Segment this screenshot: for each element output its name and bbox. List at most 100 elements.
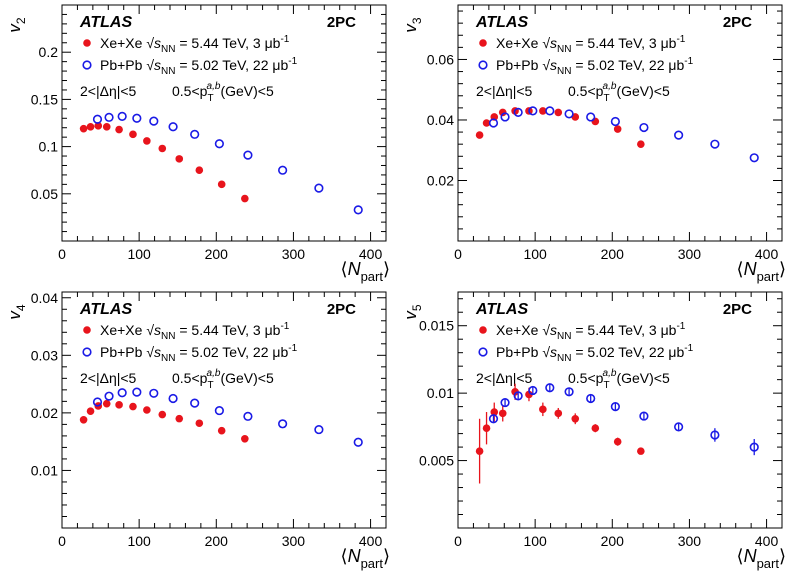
- x-tick-label: 400: [755, 533, 779, 549]
- cut-pt-prefix: 0.5<p: [568, 83, 604, 99]
- legend-energy-value: = 5.44 TeV, 3 μb: [175, 35, 280, 51]
- cut-pt-suffix: (GeV)<5: [220, 83, 274, 99]
- x-axis-label-close: ⟩: [383, 546, 390, 566]
- data-point-xexe: [79, 415, 88, 424]
- data-point-pbpb: [214, 139, 224, 149]
- data-point-xexe: [637, 447, 645, 455]
- cut-pt: 0.5<pTa,b(GeV)<5: [568, 368, 670, 391]
- legend-energy-value: = 5.02 TeV, 22 μb: [571, 344, 684, 360]
- y-axis-label-sub: 5: [410, 304, 424, 311]
- data-point-pbpb: [488, 118, 499, 128]
- legend-marker-pbpb: [82, 60, 92, 70]
- data-point-xexe: [498, 409, 507, 418]
- data-point-xexe: [591, 117, 600, 126]
- legend-sqrt: √: [146, 35, 154, 51]
- data-point-pbpb: [586, 393, 596, 404]
- data-point-xexe: [482, 424, 491, 433]
- x-axis-label-open: ⟨: [341, 259, 348, 279]
- y-axis-label: v5: [401, 304, 424, 320]
- x-axis-label-close: ⟩: [779, 259, 786, 279]
- legend-sqrt: √: [542, 344, 550, 360]
- data-point-xexe: [613, 125, 622, 133]
- data-point-pbpb: [314, 424, 324, 435]
- data-point-pbpb: [545, 106, 555, 116]
- legend-energy-sub: NN: [161, 44, 175, 55]
- x-tick-label: 400: [755, 246, 779, 262]
- data-point-xexe: [490, 408, 499, 416]
- legend-system: Xe+Xe: [100, 322, 146, 338]
- data-point-xexe: [511, 387, 519, 396]
- data-point-xexe: [498, 108, 507, 117]
- legend-energy-label: s: [154, 322, 161, 338]
- data-point-pbpb: [243, 411, 253, 421]
- data-point-xexe: [115, 401, 123, 409]
- legend-energy-label: s: [550, 35, 557, 51]
- x-axis-label-close: ⟩: [779, 546, 786, 566]
- data-point-xexe: [175, 414, 184, 423]
- y-tick-label: 0.015: [419, 318, 454, 334]
- data-point-pbpb: [749, 153, 759, 163]
- data-point-pbpb: [278, 419, 288, 429]
- y-axis-label: v2: [5, 17, 28, 33]
- data-point-xexe: [637, 140, 645, 148]
- legend-marker-xexe: [479, 326, 487, 334]
- legend-energy-label: s: [154, 57, 161, 73]
- data-point-pbpb: [674, 422, 684, 432]
- legend-energy-value: = 5.02 TeV, 22 μb: [571, 57, 684, 73]
- data-point-xexe: [591, 424, 600, 433]
- y-axis-label-sub: 3: [410, 17, 424, 24]
- legend-marker-pbpb: [82, 347, 92, 357]
- data-point-xexe: [129, 130, 137, 139]
- data-point-xexe: [241, 194, 249, 203]
- legend-lumi-sup: -1: [280, 321, 289, 332]
- data-point-pbpb: [500, 397, 510, 408]
- data-point-pbpb: [545, 383, 555, 393]
- panel-1: 0 100 200 300 400 0.05 0.1 0.15 0.2 v2 ⟨Npart⟩ ATLA…: [5, 4, 390, 284]
- x-tick-label: 300: [678, 533, 702, 549]
- data-point-pbpb: [104, 391, 114, 401]
- x-axis-label: ⟨Npart⟩: [341, 259, 390, 284]
- cut-pt-suffix: (GeV)<5: [220, 370, 274, 386]
- data-point-xexe: [525, 390, 533, 399]
- data-point-pbpb: [149, 388, 159, 398]
- data-point-xexe: [102, 399, 111, 408]
- data-point-pbpb: [488, 414, 499, 424]
- x-tick-label: 300: [282, 246, 306, 262]
- y-tick-label: 0.01: [31, 462, 58, 478]
- legend-energy-label: s: [550, 322, 557, 338]
- data-point-pbpb: [278, 165, 288, 175]
- cut-pt: 0.5<pTa,b(GeV)<5: [172, 81, 274, 104]
- y-axis-label: v3: [401, 17, 424, 33]
- cut-pt-sub: T: [207, 380, 213, 391]
- data-point-pbpb: [513, 391, 523, 401]
- legend-system: Xe+Xe: [100, 35, 146, 51]
- data-point-xexe: [482, 119, 491, 127]
- y-axis-label: v4: [5, 304, 28, 320]
- data-point-xexe: [613, 437, 622, 446]
- legend-energy-sub: NN: [161, 331, 175, 342]
- legend-energy-value: = 5.02 TeV, 22 μb: [175, 57, 288, 73]
- data-point-pbpb: [132, 387, 142, 397]
- legend-entry: Xe+Xe √sNN = 5.44 TeV, 3 μb-1: [100, 321, 290, 342]
- data-point-pbpb: [117, 388, 127, 398]
- data-point-xexe: [79, 124, 88, 133]
- cut-eta: 2<|Δη|<5: [80, 83, 137, 99]
- y-tick-label: 0.1: [39, 139, 59, 155]
- y-tick-label: 0.06: [427, 51, 454, 67]
- data-point-pbpb: [190, 129, 200, 139]
- y-tick-label: 0.04: [427, 112, 454, 128]
- legend-system: Xe+Xe: [496, 35, 542, 51]
- legend-entry: Pb+Pb √sNN = 5.02 TeV, 22 μb-1: [100, 343, 298, 364]
- y-tick-label: 0.02: [427, 172, 454, 188]
- data-point-pbpb: [314, 183, 324, 193]
- cut-eta: 2<|Δη|<5: [476, 370, 533, 386]
- data-point-xexe: [539, 107, 547, 115]
- data-point-xexe: [115, 125, 123, 134]
- data-point-pbpb: [92, 397, 103, 407]
- legend-lumi-sup: -1: [288, 343, 297, 354]
- data-point-xexe: [475, 131, 484, 139]
- panel-3: 0 100 200 300 4000.010.020.030.04v4⟨Npart⟩AT…: [5, 290, 390, 571]
- x-tick-label: 200: [205, 246, 229, 262]
- legend-sqrt: √: [542, 35, 550, 51]
